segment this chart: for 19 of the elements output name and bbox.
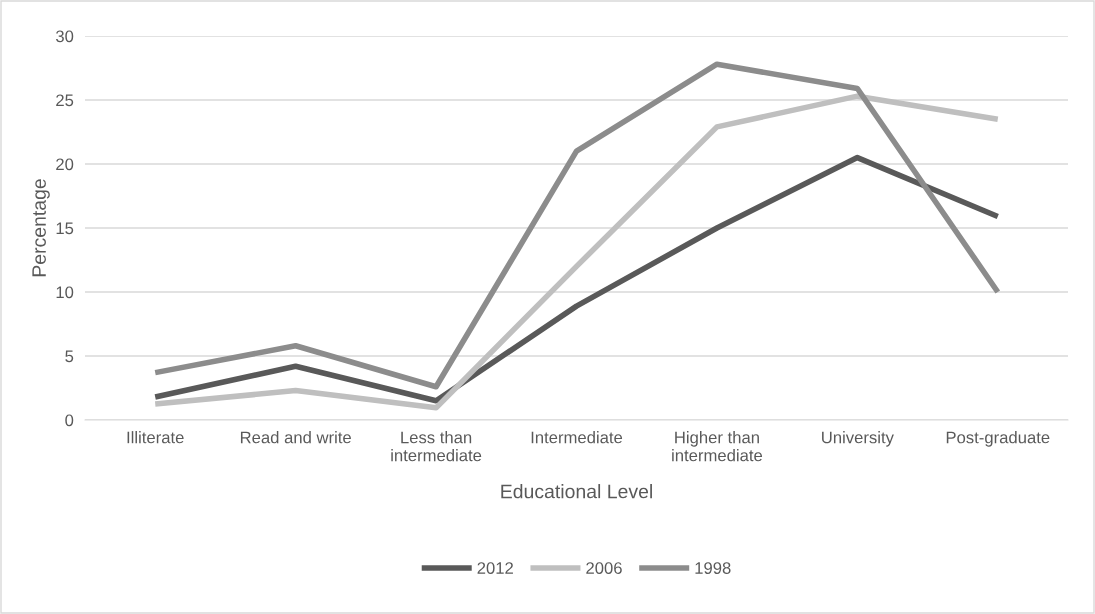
y-tick-label: 5 <box>65 350 74 363</box>
y-tick-label: 20 <box>56 158 74 171</box>
x-axis-title: Educational Level <box>501 484 652 499</box>
x-tick-label: Illiterate <box>127 431 184 444</box>
y-tick-label: 10 <box>56 286 74 299</box>
x-tick-label: Read and write <box>240 431 351 444</box>
x-tick-label: Intermediate <box>531 431 623 444</box>
y-tick-label: 30 <box>55 30 74 43</box>
x-tick-label: University <box>822 431 894 447</box>
x-tick-label: Less than intermediate <box>391 431 482 462</box>
x-tick-label: Post-graduate <box>946 431 1050 447</box>
y-tick-label: 0 <box>65 414 74 427</box>
y-tick-label: 25 <box>56 94 74 107</box>
x-tick-label: Higher than intermediate <box>672 431 763 462</box>
y-tick-label: 15 <box>56 222 74 235</box>
legend-label: 1998 <box>695 562 731 574</box>
legend-label: 2012 <box>477 562 513 574</box>
y-axis-title: Percentage <box>32 179 50 277</box>
legend-label: 2006 <box>586 562 622 574</box>
